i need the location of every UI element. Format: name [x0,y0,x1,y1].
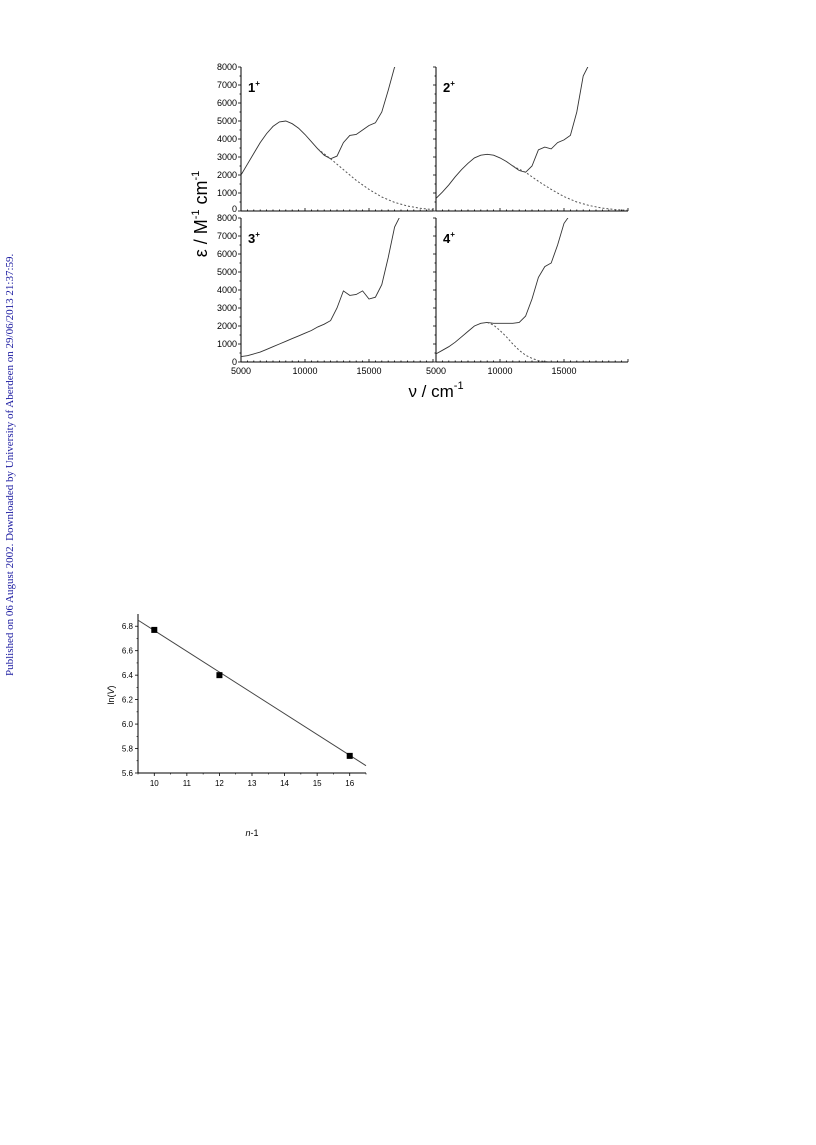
fit-y-tick-label: 5.8 [122,745,134,754]
spectra-ylabel: ε / M-1 cm-1 [190,171,211,258]
y-tick-label: 2000 [217,170,237,180]
x-tick-label: 10000 [487,366,512,376]
fit-xlabel-italic: n [245,828,250,838]
y-tick-label: 2000 [217,321,237,331]
y-tick-label: 0 [232,204,237,214]
y-tick-label: 1000 [217,339,237,349]
y-tick-label: 8000 [217,213,237,223]
data-point [151,626,158,633]
fit-x-tick-label: 12 [215,779,224,788]
spectra-panel-3: 0 1000 2000 3000 4000 5000 6000 7000 8000 5000 100… [217,213,434,376]
spectrum-series-solid [241,67,396,176]
y-tick-label: 5000 [217,267,237,277]
fit-x-tick-label: 14 [280,779,289,788]
data-point [346,752,353,759]
fit-y-tick-label: 6.0 [122,720,134,729]
y-tick-label: 3000 [217,152,237,162]
panel-label: 2+ [443,79,455,95]
xlabel-main: ν / cm [408,382,453,401]
y-tick-label: 7000 [217,231,237,241]
fit-x-tick-label: 13 [248,779,257,788]
panel-label-charge: + [255,230,260,239]
panel-label-charge: + [450,79,455,88]
y-tick-label: 0 [232,357,237,367]
panel-label: 4+ [443,230,455,246]
panel-label-charge: + [450,230,455,239]
fit-ylabel-italic: V [106,688,116,695]
fit-y-tick-label: 6.8 [122,622,134,631]
y-tick-label: 5000 [217,116,237,126]
x-tick-label: 5000 [426,366,446,376]
fit-ylabel: ln(V) [106,685,116,704]
spectrum-series-dashed [317,148,433,211]
spectrum-series-solid [241,218,400,358]
panel-label: 3+ [248,230,260,246]
y-tick-label: 4000 [217,134,237,144]
panel-label-charge: + [255,79,260,88]
x-tick-label: 10000 [292,366,317,376]
data-point [216,672,223,679]
spectrum-series-dashed [487,321,552,362]
fit-y-tick-label: 6.4 [122,671,134,680]
fit-ylabel-suffix: ) [106,685,116,688]
x-tick-label: 15000 [551,366,576,376]
xlabel-exp: -1 [454,380,464,392]
y-tick-label: 6000 [217,98,237,108]
y-tick-label: 7000 [217,80,237,90]
fit-y-tick-label: 5.6 [122,769,134,778]
fit-xlabel-rest: -1 [251,828,259,838]
y-tick-label: 8000 [217,62,237,72]
spectrum-series-dashed [512,165,628,211]
fit-figure: 5.6 5.8 6.0 6.2 6.4 6.6 6.8 10 11 12 13 14 15 16 ln(V… [106,614,367,838]
ylabel-exp2: -1 [190,171,202,181]
spectra-panel-1: 1000 2000 3000 4000 5000 6000 7000 8000 0 1+ [217,62,434,214]
x-tick-label: 5000 [231,366,251,376]
spectra-xlabel: ν / cm-1 [408,380,463,401]
y-tick-label: 3000 [217,303,237,313]
y-tick-label: 1000 [217,188,237,198]
fit-ylabel-prefix: ln( [106,695,116,705]
spectrum-series-solid [436,67,589,199]
spectrum-series-solid [436,218,569,355]
spectra-panel-4: 5000 10000 15000 4+ [426,217,629,376]
y-tick-label: 4000 [217,285,237,295]
ylabel-prefix: ε / M [191,219,211,257]
fit-x-tick-label: 10 [150,779,159,788]
fit-x-tick-label: 15 [313,779,322,788]
fit-y-tick-label: 6.6 [122,647,134,656]
x-tick-label: 15000 [356,366,381,376]
fit-line [137,619,367,767]
fit-y-tick-label: 6.2 [122,696,134,705]
fit-x-tick-label: 11 [183,779,192,788]
ylabel-exp1: -1 [190,209,202,219]
spectra-panel-2: 2+ [433,66,629,212]
y-tick-label: 6000 [217,249,237,259]
ylabel-mid: cm [191,180,211,209]
fit-x-tick-label: 16 [345,779,354,788]
fit-xlabel: n-1 [245,828,258,838]
panel-label: 1+ [248,79,260,95]
